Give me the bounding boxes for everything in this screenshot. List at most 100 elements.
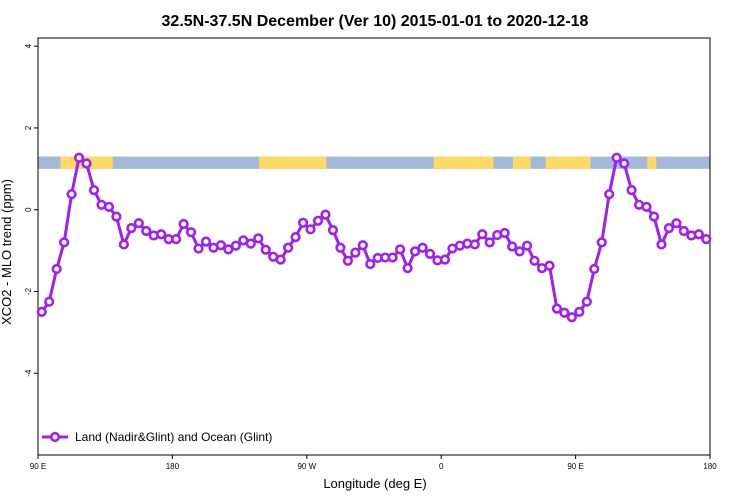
data-point xyxy=(507,241,518,252)
data-point xyxy=(141,225,152,237)
data-point xyxy=(663,223,675,234)
data-point xyxy=(178,218,189,230)
data-point xyxy=(619,158,630,169)
y-tick-label: -4 xyxy=(24,369,33,377)
data-series xyxy=(36,152,712,323)
land-segment xyxy=(647,156,657,169)
x-axis-label: Longitude (deg E) xyxy=(323,476,426,491)
data-point xyxy=(574,306,585,318)
data-point xyxy=(245,238,256,249)
data-point xyxy=(484,237,495,248)
data-point xyxy=(275,254,286,265)
y-tick-label: 4 xyxy=(24,43,33,48)
x-tick-label: 180 xyxy=(166,462,180,471)
data-point xyxy=(290,231,301,243)
data-point xyxy=(604,189,615,200)
data-point xyxy=(230,240,241,251)
land-segment xyxy=(433,156,494,169)
data-point xyxy=(648,211,660,222)
data-point xyxy=(656,239,667,250)
data-point xyxy=(596,237,607,248)
data-point xyxy=(171,234,182,245)
y-axis-label: XCO2 - MLO trend (ppm) xyxy=(0,179,14,325)
data-point xyxy=(156,229,167,240)
data-point xyxy=(409,246,421,257)
data-point xyxy=(312,215,324,226)
data-point xyxy=(133,218,144,229)
data-point xyxy=(66,189,77,200)
data-point xyxy=(297,217,309,228)
data-point xyxy=(529,255,540,266)
data-point xyxy=(402,263,413,274)
data-point xyxy=(626,184,637,196)
land-ocean-band xyxy=(38,156,710,169)
data-point xyxy=(111,211,122,222)
plot-area-frame xyxy=(37,37,711,456)
data-point xyxy=(417,242,428,253)
y-axis: 4 2 0 -2 -4 xyxy=(24,43,38,377)
land-segment xyxy=(259,156,327,169)
data-point xyxy=(193,243,204,254)
chart-title: 32.5N-37.5N December (Ver 10) 2015-01-01… xyxy=(162,13,589,30)
data-point xyxy=(439,254,451,265)
data-point xyxy=(223,244,234,255)
data-point xyxy=(253,233,264,244)
data-point xyxy=(51,263,62,275)
y-tick-label: 2 xyxy=(24,125,33,130)
data-point xyxy=(551,303,563,314)
data-point xyxy=(260,244,271,255)
data-point xyxy=(88,184,100,196)
data-point xyxy=(544,260,555,271)
data-point xyxy=(126,223,137,234)
data-point xyxy=(305,224,316,235)
data-point xyxy=(387,252,398,263)
data-point xyxy=(678,225,689,237)
data-point xyxy=(589,263,600,275)
x-tick-label: 90 W xyxy=(297,462,316,471)
data-point xyxy=(559,307,570,318)
data-point xyxy=(514,246,525,257)
data-point xyxy=(350,247,361,258)
data-point xyxy=(335,242,346,253)
data-point xyxy=(424,248,436,259)
x-tick-label: 180 xyxy=(703,462,717,471)
land-segment xyxy=(545,156,591,169)
data-point xyxy=(320,209,331,220)
legend-point-marker xyxy=(49,431,61,443)
land-segment xyxy=(512,156,531,169)
data-point xyxy=(103,201,115,212)
data-point xyxy=(44,296,55,307)
x-axis: 90 E 180 90 W 0 90 E 180 xyxy=(30,455,717,471)
data-point xyxy=(701,234,712,245)
data-point xyxy=(36,306,47,318)
data-point xyxy=(342,255,353,266)
y-tick-label: 0 xyxy=(24,207,33,212)
data-point xyxy=(581,296,592,307)
data-point xyxy=(521,240,533,251)
data-point xyxy=(327,225,339,236)
data-point xyxy=(59,237,70,248)
data-point xyxy=(395,244,406,255)
legend-label: Land (Nadir&Glint) and Ocean (Glint) xyxy=(75,430,272,444)
x-tick-label: 90 E xyxy=(567,462,583,471)
data-point xyxy=(215,240,227,251)
data-point xyxy=(73,152,85,163)
data-point xyxy=(641,201,652,212)
x-tick-label: 0 xyxy=(439,462,444,471)
data-point xyxy=(283,242,294,253)
data-point xyxy=(469,239,480,250)
x-tick-label: 90 E xyxy=(30,462,46,471)
data-point xyxy=(671,218,682,229)
legend: Land (Nadir&Glint) and Ocean (Glint) xyxy=(42,430,272,444)
data-point xyxy=(693,229,704,240)
data-point xyxy=(611,152,622,163)
data-point xyxy=(81,158,92,169)
data-point xyxy=(566,312,577,323)
y-tick-label: -2 xyxy=(24,287,33,295)
data-point xyxy=(365,258,376,270)
data-point xyxy=(357,240,368,251)
data-point xyxy=(477,229,488,240)
data-point xyxy=(200,236,212,247)
series-line xyxy=(40,156,708,319)
